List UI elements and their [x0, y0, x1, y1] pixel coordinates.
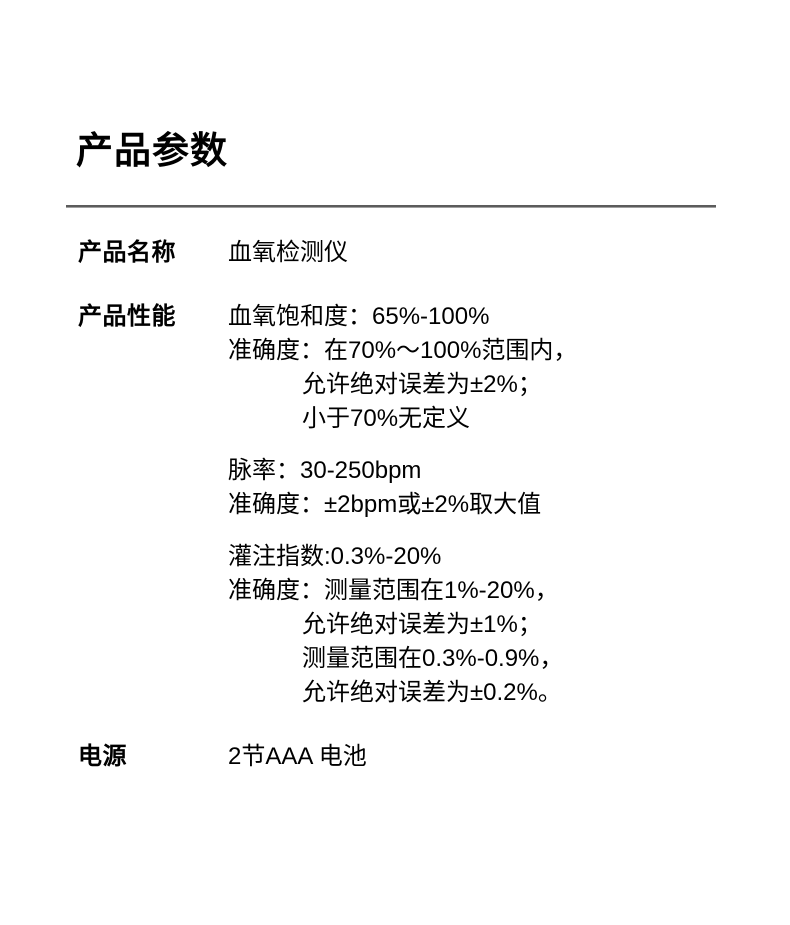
spec-value-line: 准确度：±2bpm或±2%取大值: [228, 491, 542, 518]
spec-value-line: 准确度：测量范围在1%-20%，: [228, 577, 559, 604]
spec-value-group: 灌注指数:0.3%-20% 准确度：测量范围在1%-20%， 允许绝对误差为±1%；…: [228, 540, 790, 710]
spec-value-line: 脉率：30-250bpm: [228, 457, 422, 484]
spec-value-line: 允许绝对误差为±0.2%。: [302, 679, 562, 706]
page-title: 产品参数: [76, 130, 228, 171]
spec-value-line: 血氧饱和度：65%-100%: [228, 303, 490, 330]
spec-value-line: 允许绝对误差为±2%；: [302, 371, 542, 398]
title-divider: [66, 205, 716, 208]
spec-value-line: 灌注指数:0.3%-20%: [228, 543, 442, 570]
spec-value-line: 测量范围在0.3%-0.9%，: [302, 645, 564, 672]
spec-value: 2节AAA 电池: [228, 740, 790, 774]
spec-value-group: 血氧检测仪: [228, 236, 790, 270]
spec-value: 血氧检测仪: [228, 236, 790, 270]
spec-value-group: 血氧饱和度：65%-100% 准确度：在70%～100%范围内， 允许绝对误差为±2…: [228, 300, 790, 436]
spec-label: 产品性能: [78, 303, 176, 330]
spec-label: 产品名称: [78, 239, 176, 266]
spec-label: 电源: [78, 743, 127, 770]
spec-value-line: 允许绝对误差为±1%；: [302, 611, 542, 638]
spec-value-group: 脉率：30-250bpm 准确度：±2bpm或±2%取大值: [228, 454, 790, 522]
spec-value-line: 2节AAA 电池: [228, 743, 367, 770]
spec-row: 电源 2节AAA 电池: [0, 740, 790, 774]
spec-value-line: 小于70%无定义: [302, 405, 471, 432]
spec-value-line: 准确度：在70%～100%范围内，: [228, 337, 578, 364]
spec-table: 产品名称 血氧检测仪产品性能 血氧饱和度：65%-100% 准确度：在70%～100%…: [0, 236, 790, 774]
spec-value-group: 2节AAA 电池: [228, 740, 790, 774]
spec-value-line: 血氧检测仪: [228, 239, 348, 266]
spec-row: 产品性能 血氧饱和度：65%-100% 准确度：在70%～100%范围内， 允许绝对误…: [0, 300, 790, 710]
spec-row: 产品名称 血氧检测仪: [0, 236, 790, 270]
spec-value: 血氧饱和度：65%-100% 准确度：在70%～100%范围内， 允许绝对误差为±2…: [228, 300, 790, 710]
